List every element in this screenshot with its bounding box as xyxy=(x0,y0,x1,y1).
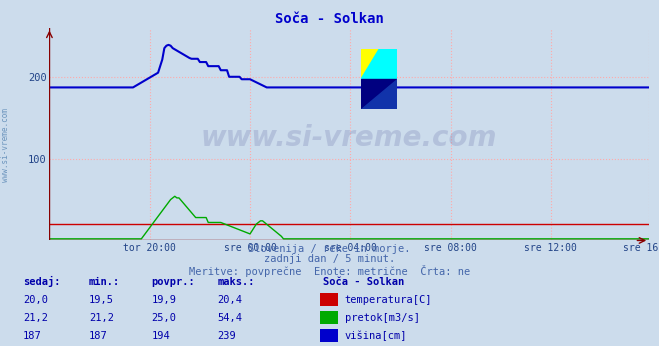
Text: 19,9: 19,9 xyxy=(152,295,177,306)
Polygon shape xyxy=(361,79,397,109)
Text: temperatura[C]: temperatura[C] xyxy=(345,295,432,306)
Text: 21,2: 21,2 xyxy=(89,313,114,324)
Text: 25,0: 25,0 xyxy=(152,313,177,324)
Text: www.si-vreme.com: www.si-vreme.com xyxy=(1,108,10,182)
Text: zadnji dan / 5 minut.: zadnji dan / 5 minut. xyxy=(264,254,395,264)
Text: Meritve: povprečne  Enote: metrične  Črta: ne: Meritve: povprečne Enote: metrične Črta:… xyxy=(189,265,470,277)
Text: 187: 187 xyxy=(23,331,42,342)
Text: 194: 194 xyxy=(152,331,170,342)
Text: Slovenija / reke in morje.: Slovenija / reke in morje. xyxy=(248,244,411,254)
Text: Soča - Solkan: Soča - Solkan xyxy=(323,277,404,288)
Text: 187: 187 xyxy=(89,331,107,342)
Text: 19,5: 19,5 xyxy=(89,295,114,306)
Text: maks.:: maks.: xyxy=(217,277,255,288)
Text: Soča - Solkan: Soča - Solkan xyxy=(275,12,384,26)
Text: min.:: min.: xyxy=(89,277,120,288)
Text: pretok[m3/s]: pretok[m3/s] xyxy=(345,313,420,324)
Text: 54,4: 54,4 xyxy=(217,313,243,324)
Polygon shape xyxy=(361,49,380,79)
Polygon shape xyxy=(361,49,397,79)
Polygon shape xyxy=(361,79,397,109)
Text: 239: 239 xyxy=(217,331,236,342)
Text: sedaj:: sedaj: xyxy=(23,276,61,288)
Text: 20,4: 20,4 xyxy=(217,295,243,306)
Text: 20,0: 20,0 xyxy=(23,295,48,306)
Text: višina[cm]: višina[cm] xyxy=(345,331,407,342)
Text: povpr.:: povpr.: xyxy=(152,277,195,288)
Text: 21,2: 21,2 xyxy=(23,313,48,324)
Text: www.si-vreme.com: www.si-vreme.com xyxy=(201,124,498,152)
